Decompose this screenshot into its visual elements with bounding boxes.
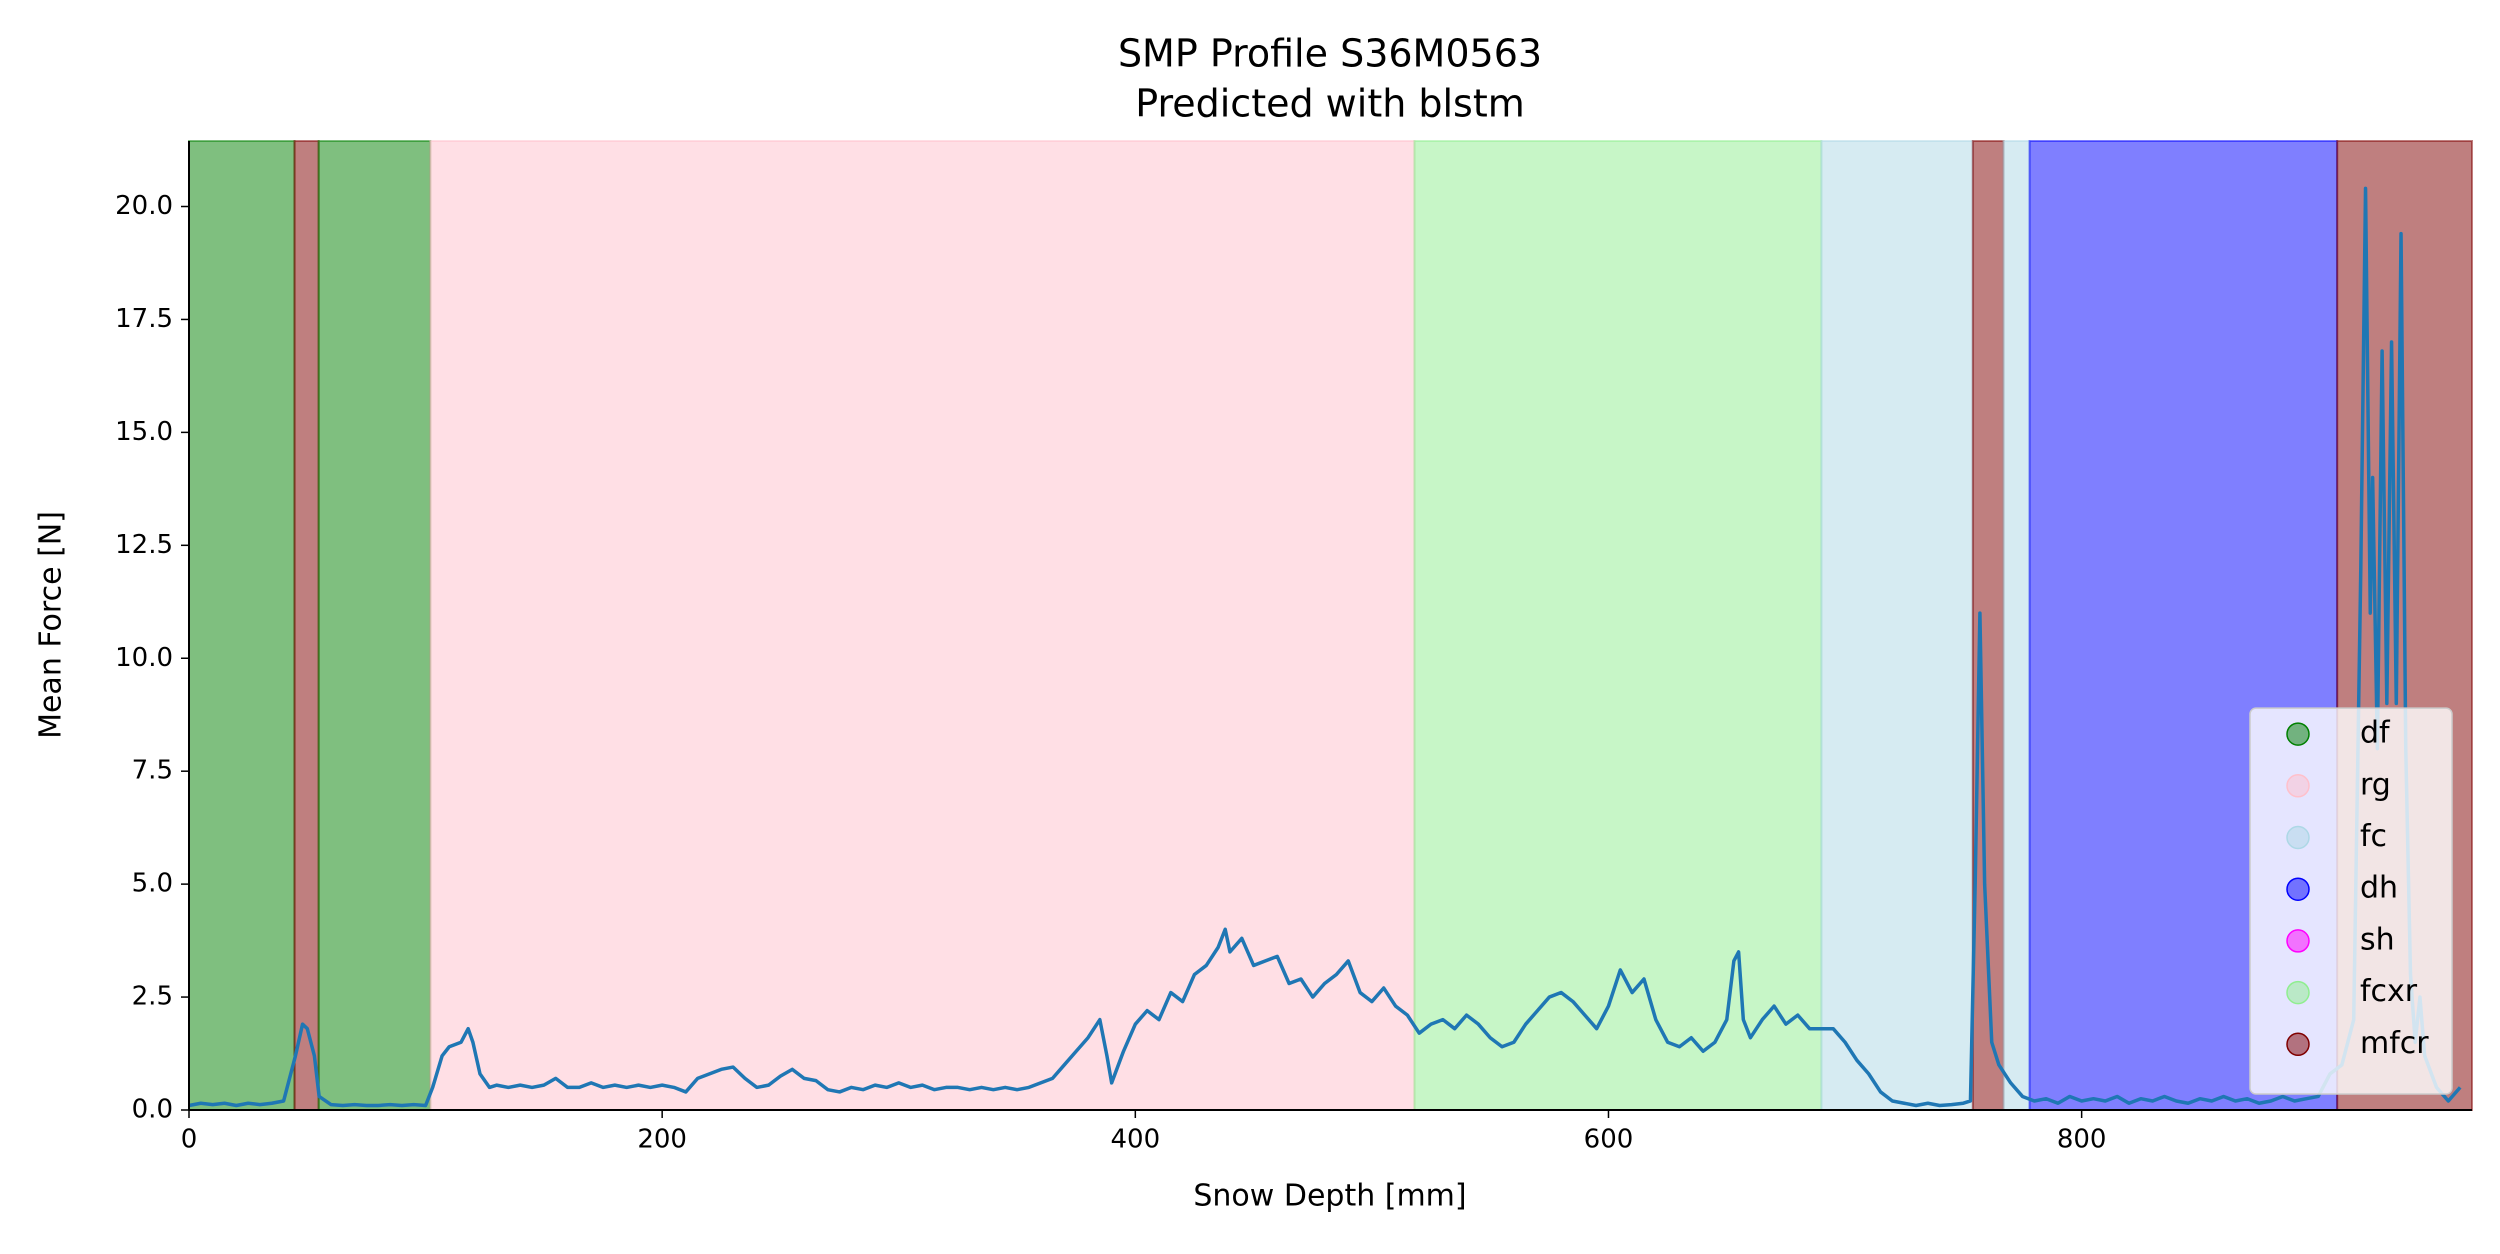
data-line	[188, 186, 2462, 1108]
legend-label: sh	[2360, 922, 2395, 957]
class-band	[1413, 140, 1823, 1111]
y-tick-label: 5.0	[132, 869, 173, 899]
legend-label: df	[2360, 716, 2391, 751]
x-tick-label: 400	[1111, 1125, 1161, 1155]
legend-label: fc	[2360, 819, 2387, 854]
y-tick-label: 2.5	[132, 982, 173, 1012]
legend-marker	[2286, 722, 2310, 746]
x-tick-label: 200	[637, 1125, 687, 1155]
class-band	[2002, 140, 2031, 1111]
y-axis-label: Mean Force [N]	[34, 511, 69, 739]
x-tick-label: 800	[2057, 1125, 2107, 1155]
legend-marker	[2286, 877, 2310, 901]
legend-marker	[2286, 825, 2310, 850]
class-band	[317, 140, 432, 1111]
legend-marker	[2286, 774, 2310, 798]
legend-label: rg	[2360, 767, 2391, 802]
legend-marker	[2286, 929, 2310, 953]
x-tick-label: 600	[1584, 1125, 1634, 1155]
class-band	[1820, 140, 1974, 1111]
x-axis-label: Snow Depth [mm]	[1193, 1179, 1466, 1214]
chart-subtitle: Predicted with blstm	[1135, 82, 1525, 126]
class-band	[429, 140, 1416, 1111]
y-tick-label: 0.0	[132, 1095, 173, 1125]
y-tick-label: 12.5	[115, 530, 173, 560]
class-band	[188, 140, 296, 1111]
y-tick-label: 7.5	[132, 756, 173, 786]
y-tick-label: 15.0	[115, 417, 173, 447]
legend-marker	[2286, 980, 2310, 1005]
legend-label: fcxr	[2360, 974, 2418, 1009]
y-tick-label: 17.5	[115, 304, 173, 334]
y-tick-label: 10.0	[115, 643, 173, 673]
legend: df rg fc dh sh fcxr mfcr	[2249, 707, 2453, 1095]
chart-title: SMP Profile S36M0563	[1118, 32, 1542, 76]
y-tick-label: 20.0	[115, 191, 173, 221]
legend-marker	[2286, 1032, 2310, 1057]
class-band	[293, 140, 320, 1111]
legend-label: mfcr	[2360, 1026, 2429, 1061]
legend-label: dh	[2360, 871, 2398, 906]
x-tick-label: 0	[181, 1125, 198, 1155]
